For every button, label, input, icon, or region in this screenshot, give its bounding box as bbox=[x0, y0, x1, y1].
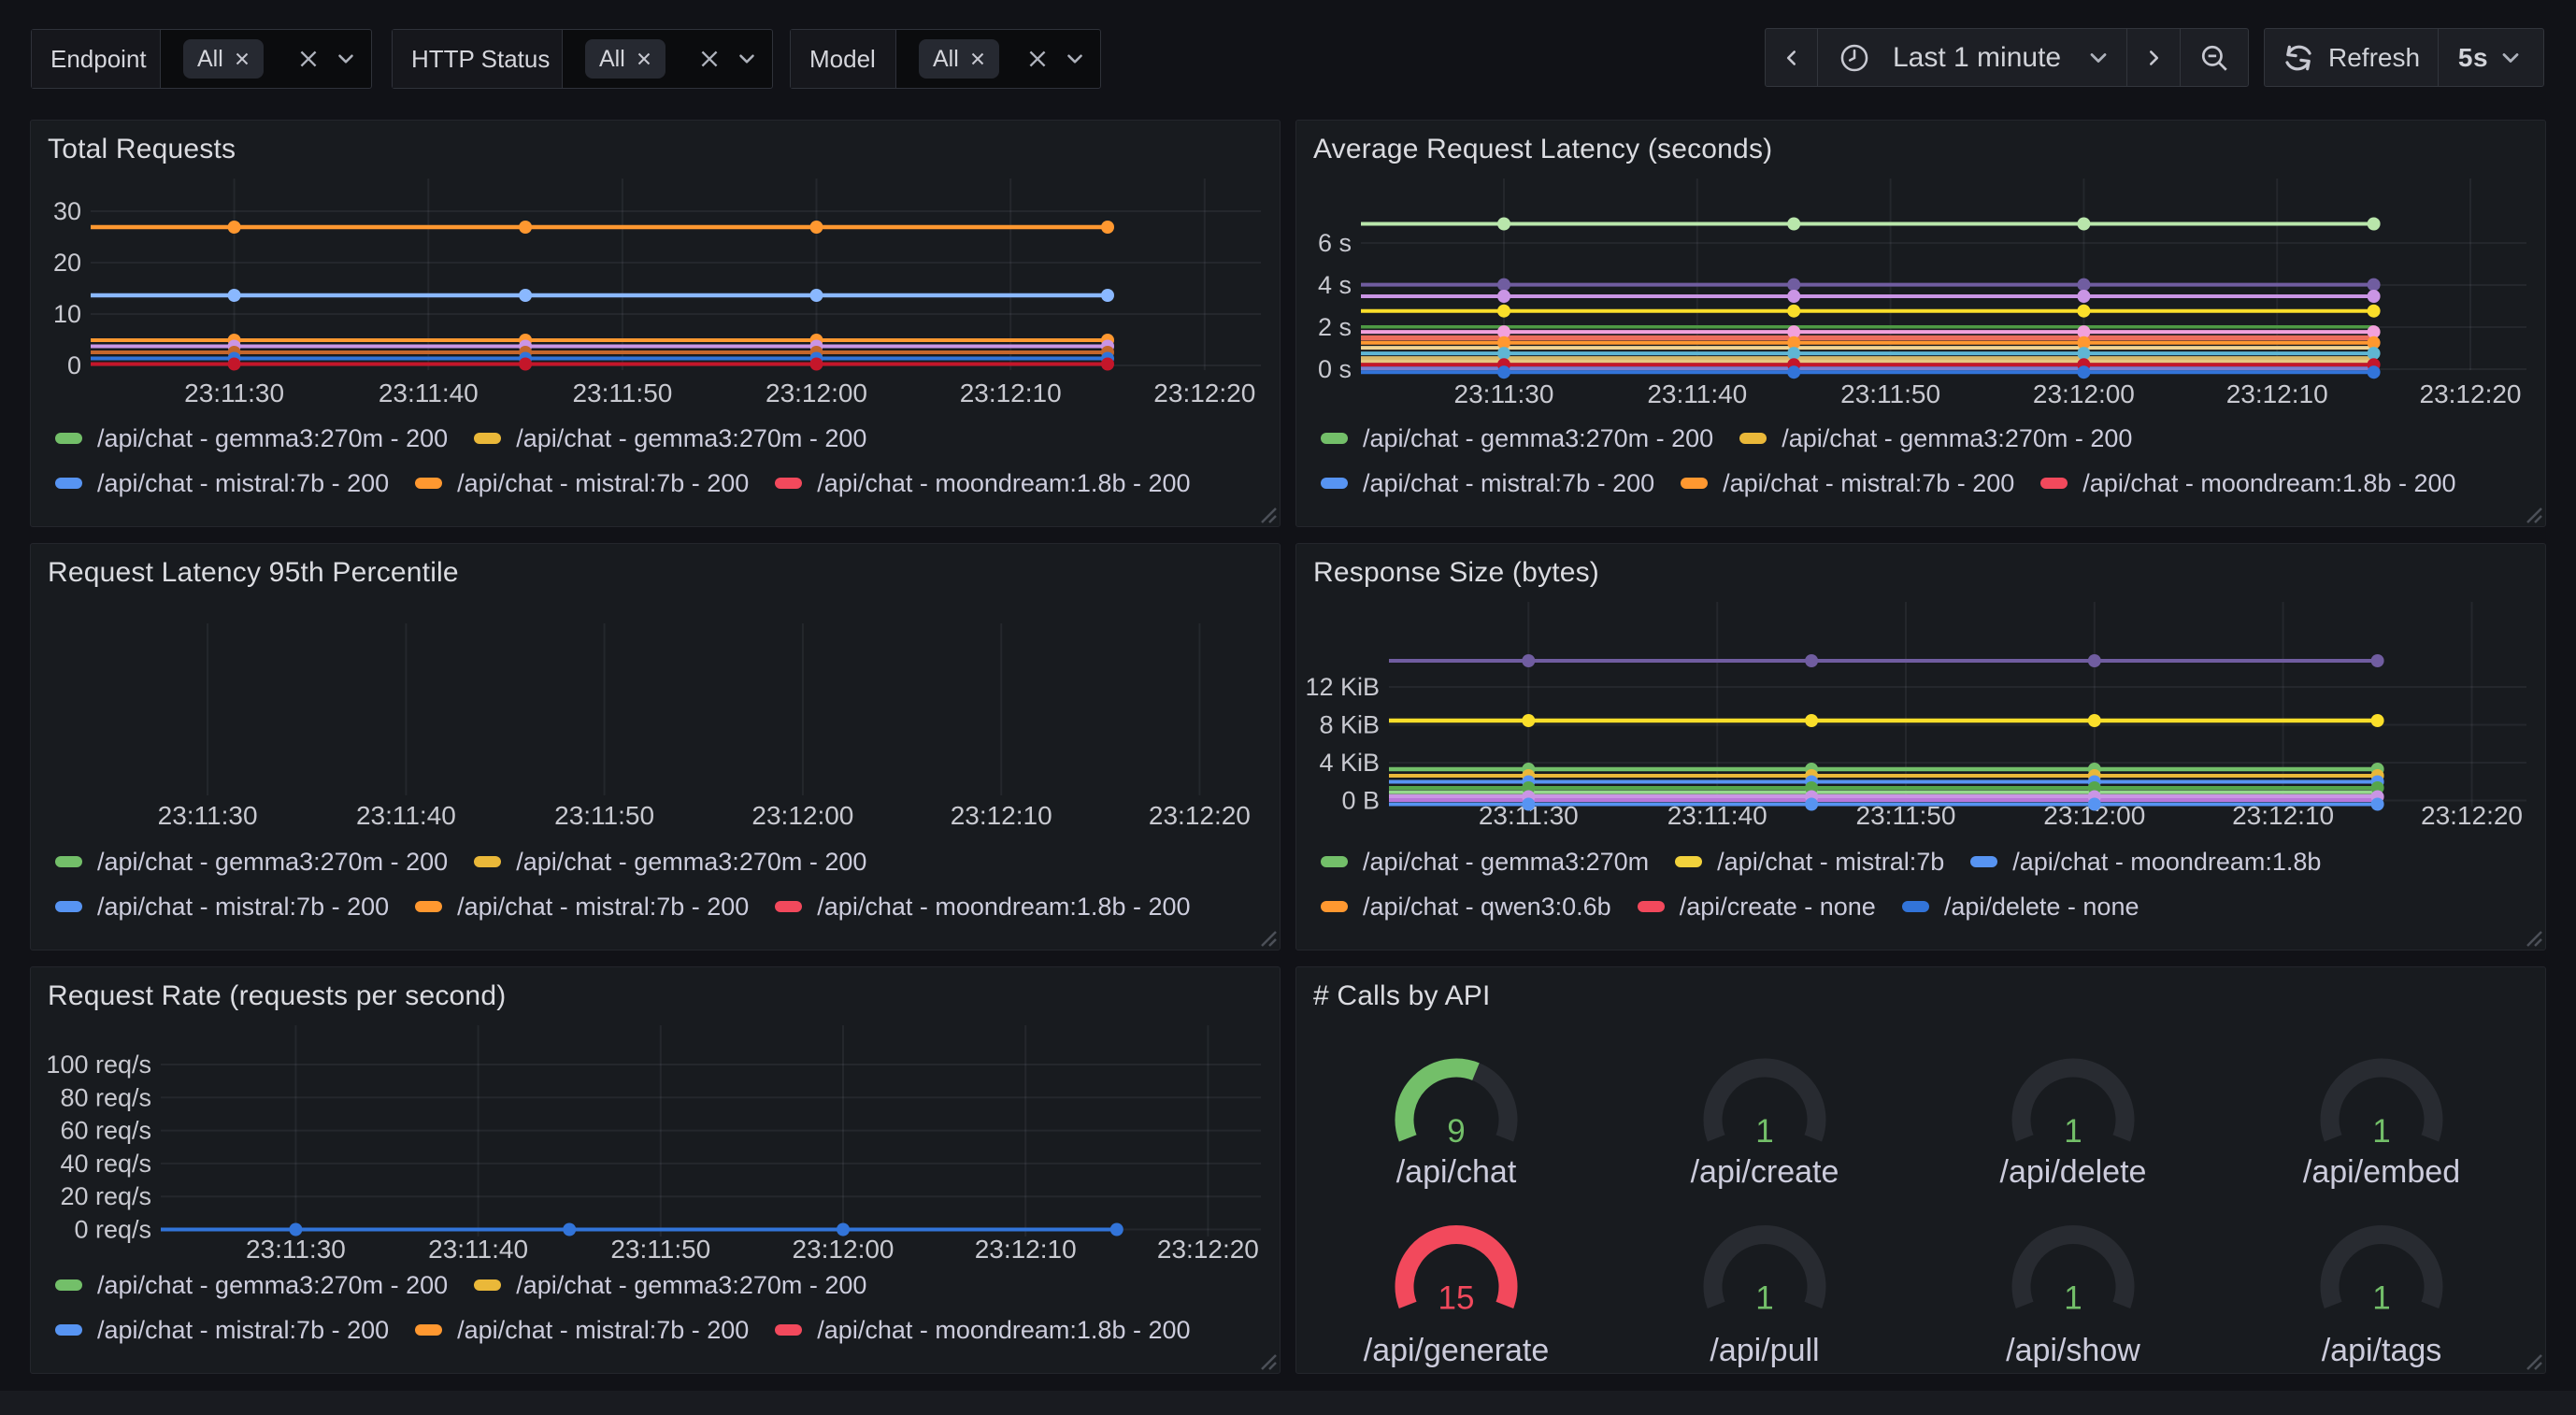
svg-text:23:12:00: 23:12:00 bbox=[766, 379, 867, 407]
svg-text:23:12:20: 23:12:20 bbox=[2421, 801, 2523, 830]
svg-text:40 req/s: 40 req/s bbox=[60, 1150, 151, 1178]
svg-text:23:12:00: 23:12:00 bbox=[751, 801, 853, 830]
svg-text:1: 1 bbox=[1755, 1113, 1773, 1150]
svg-text:1: 1 bbox=[2064, 1280, 2082, 1317]
svg-text:23:11:40: 23:11:40 bbox=[379, 379, 479, 407]
svg-text:/api/generate: /api/generate bbox=[1364, 1333, 1550, 1368]
svg-text:0: 0 bbox=[67, 351, 81, 379]
svg-text:20 req/s: 20 req/s bbox=[60, 1182, 151, 1210]
svg-text:4 KiB: 4 KiB bbox=[1319, 749, 1380, 777]
svg-text:23:12:20: 23:12:20 bbox=[1153, 379, 1255, 407]
svg-text:20: 20 bbox=[53, 249, 81, 277]
svg-text:23:12:10: 23:12:10 bbox=[960, 379, 1062, 407]
svg-text:/api/pull: /api/pull bbox=[1710, 1333, 1819, 1368]
svg-text:1: 1 bbox=[2372, 1113, 2390, 1150]
svg-text:23:11:40: 23:11:40 bbox=[428, 1235, 528, 1264]
svg-text:23:11:50: 23:11:50 bbox=[572, 379, 672, 407]
svg-text:23:12:00: 23:12:00 bbox=[2033, 379, 2135, 408]
svg-text:/api/create: /api/create bbox=[1691, 1154, 1839, 1190]
svg-text:30: 30 bbox=[53, 197, 81, 225]
svg-text:9: 9 bbox=[1447, 1113, 1465, 1150]
svg-text:23:11:50: 23:11:50 bbox=[554, 801, 654, 830]
svg-text:100 req/s: 100 req/s bbox=[46, 1051, 151, 1079]
svg-text:23:12:10: 23:12:10 bbox=[2226, 379, 2328, 408]
svg-text:80 req/s: 80 req/s bbox=[60, 1083, 151, 1111]
svg-text:23:11:30: 23:11:30 bbox=[1454, 379, 1554, 408]
svg-text:23:11:50: 23:11:50 bbox=[610, 1235, 710, 1264]
svg-text:/api/delete: /api/delete bbox=[2000, 1154, 2147, 1190]
svg-text:60 req/s: 60 req/s bbox=[60, 1117, 151, 1145]
svg-text:/api/tags: /api/tags bbox=[2322, 1333, 2442, 1368]
svg-text:12 KiB: 12 KiB bbox=[1305, 673, 1380, 701]
svg-text:23:11:30: 23:11:30 bbox=[246, 1235, 346, 1264]
svg-text:10: 10 bbox=[53, 300, 81, 328]
svg-text:23:11:40: 23:11:40 bbox=[1647, 379, 1747, 408]
svg-text:1: 1 bbox=[1755, 1280, 1773, 1317]
svg-text:0 B: 0 B bbox=[1341, 787, 1380, 815]
svg-text:23:12:10: 23:12:10 bbox=[951, 801, 1052, 830]
svg-text:23:12:20: 23:12:20 bbox=[2420, 379, 2522, 408]
svg-text:23:11:30: 23:11:30 bbox=[184, 379, 284, 407]
svg-text:23:11:50: 23:11:50 bbox=[1840, 379, 1940, 408]
svg-text:15: 15 bbox=[1438, 1280, 1475, 1317]
svg-text:/api/show: /api/show bbox=[2006, 1333, 2140, 1368]
svg-text:/api/embed: /api/embed bbox=[2303, 1154, 2460, 1190]
svg-text:23:12:00: 23:12:00 bbox=[793, 1235, 894, 1264]
svg-text:23:12:20: 23:12:20 bbox=[1149, 801, 1251, 830]
svg-text:23:12:20: 23:12:20 bbox=[1157, 1235, 1259, 1264]
svg-text:/api/chat: /api/chat bbox=[1396, 1154, 1517, 1190]
svg-text:1: 1 bbox=[2064, 1113, 2082, 1150]
svg-text:8 KiB: 8 KiB bbox=[1319, 711, 1380, 739]
svg-text:1: 1 bbox=[2372, 1280, 2390, 1317]
svg-text:4 s: 4 s bbox=[1318, 271, 1352, 299]
svg-text:0 s: 0 s bbox=[1318, 355, 1352, 383]
svg-text:0 req/s: 0 req/s bbox=[74, 1216, 151, 1244]
svg-text:23:11:40: 23:11:40 bbox=[356, 801, 456, 830]
svg-text:6 s: 6 s bbox=[1318, 229, 1352, 257]
svg-text:2 s: 2 s bbox=[1318, 313, 1352, 341]
svg-text:23:12:10: 23:12:10 bbox=[975, 1235, 1077, 1264]
svg-text:23:11:30: 23:11:30 bbox=[158, 801, 258, 830]
